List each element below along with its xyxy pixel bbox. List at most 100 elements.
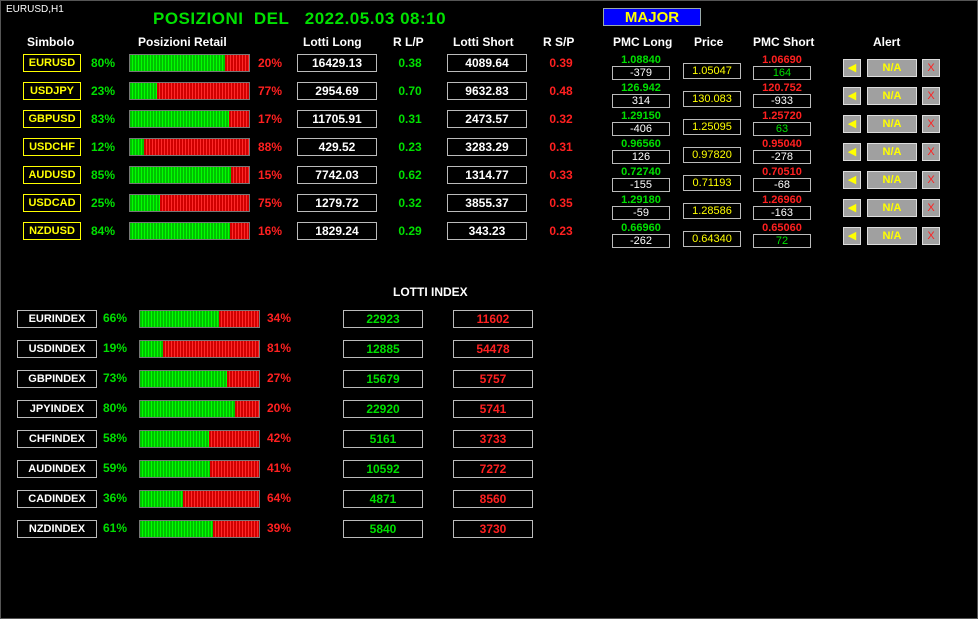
index-long-percent: 58% xyxy=(103,431,128,445)
bell-icon[interactable]: ◀ xyxy=(843,87,861,105)
close-icon[interactable]: X xyxy=(922,59,940,77)
bell-icon[interactable]: ◀ xyxy=(843,59,861,77)
r-lp-value: 0.31 xyxy=(398,112,422,126)
r-lp-value: 0.70 xyxy=(398,84,422,98)
pmc-long-value: 1.08840 xyxy=(621,54,661,66)
close-icon[interactable]: X xyxy=(922,115,940,133)
index-button[interactable]: CHFINDEX xyxy=(17,430,97,448)
r-sp-value: 0.35 xyxy=(549,196,573,210)
index-long-percent: 73% xyxy=(103,371,128,385)
long-percent: 25% xyxy=(91,196,116,210)
pmc-long-value: 0.66960 xyxy=(621,222,661,234)
index-lots-short: 54478 xyxy=(453,340,533,358)
pmc-long-diff: -379 xyxy=(612,66,670,80)
long-bar-fill xyxy=(130,111,229,127)
bell-icon[interactable]: ◀ xyxy=(843,199,861,217)
pmc-short-diff: -933 xyxy=(753,94,811,108)
close-icon[interactable]: X xyxy=(922,87,940,105)
pmc-long-diff: -155 xyxy=(612,178,670,192)
index-button[interactable]: EURINDEX xyxy=(17,310,97,328)
price-value: 130.083 xyxy=(683,91,741,107)
bell-icon[interactable]: ◀ xyxy=(843,171,861,189)
alert-value-button[interactable]: N/A xyxy=(867,227,917,245)
long-bar-fill xyxy=(130,139,145,155)
short-bar-fill xyxy=(210,461,259,477)
close-icon[interactable]: X xyxy=(922,171,940,189)
index-short-percent: 64% xyxy=(267,491,292,505)
bell-icon[interactable]: ◀ xyxy=(843,227,861,245)
index-button[interactable]: JPYINDEX xyxy=(17,400,97,418)
header-alert: Alert xyxy=(873,35,901,49)
index-position-bar xyxy=(139,370,260,388)
index-button[interactable]: CADINDEX xyxy=(17,490,97,508)
index-long-percent: 66% xyxy=(103,311,128,325)
index-short-percent: 42% xyxy=(267,431,292,445)
pmc-long-value: 126.942 xyxy=(621,82,661,94)
index-lots-short: 3733 xyxy=(453,430,533,448)
short-percent: 77% xyxy=(258,84,283,98)
close-icon[interactable]: X xyxy=(922,199,940,217)
pmc-short-diff: 63 xyxy=(753,122,811,136)
alert-value-button[interactable]: N/A xyxy=(867,59,917,77)
index-position-bar xyxy=(139,400,260,418)
symbol-button[interactable]: USDCHF xyxy=(23,138,81,156)
alert-value-button[interactable]: N/A xyxy=(867,115,917,133)
short-bar-fill xyxy=(162,341,259,357)
close-icon[interactable]: X xyxy=(922,143,940,161)
short-percent: 17% xyxy=(258,112,283,126)
alert-value-button[interactable]: N/A xyxy=(867,143,917,161)
pmc-short-value: 0.95040 xyxy=(762,138,802,150)
alert-value-button[interactable]: N/A xyxy=(867,199,917,217)
index-button[interactable]: AUDINDEX xyxy=(17,460,97,478)
pmc-short-value: 120.752 xyxy=(762,82,802,94)
index-lots-short: 3730 xyxy=(453,520,533,538)
index-button[interactable]: GBPINDEX xyxy=(17,370,97,388)
index-lots-long: 22920 xyxy=(343,400,423,418)
retail-position-bar xyxy=(129,166,250,184)
index-button[interactable]: USDINDEX xyxy=(17,340,97,358)
index-button[interactable]: NZDINDEX xyxy=(17,520,97,538)
short-bar-fill xyxy=(231,167,249,183)
symbol-button[interactable]: GBPUSD xyxy=(23,110,81,128)
lots-long-value: 429.52 xyxy=(297,138,377,156)
long-percent: 80% xyxy=(91,56,116,70)
short-bar-fill xyxy=(159,195,249,211)
symbol-button[interactable]: EURUSD xyxy=(23,54,81,72)
index-position-bar xyxy=(139,340,260,358)
pmc-long-value: 1.29150 xyxy=(621,110,661,122)
r-lp-value: 0.32 xyxy=(398,196,422,210)
index-lots-long: 5161 xyxy=(343,430,423,448)
retail-position-bar xyxy=(129,194,250,212)
pmc-long-value: 1.29180 xyxy=(621,194,661,206)
index-short-percent: 39% xyxy=(267,521,292,535)
long-bar-fill xyxy=(140,521,213,537)
r-sp-value: 0.33 xyxy=(549,168,573,182)
index-short-percent: 41% xyxy=(267,461,292,475)
lots-long-value: 1829.24 xyxy=(297,222,377,240)
long-percent: 23% xyxy=(91,84,116,98)
bell-icon[interactable]: ◀ xyxy=(843,143,861,161)
pmc-short-diff: -68 xyxy=(753,178,811,192)
r-lp-value: 0.38 xyxy=(398,56,422,70)
bell-icon[interactable]: ◀ xyxy=(843,115,861,133)
close-icon[interactable]: X xyxy=(922,227,940,245)
index-lots-long: 12885 xyxy=(343,340,423,358)
index-section-title: LOTTI INDEX xyxy=(393,285,468,299)
window-title: EURUSD,H1 xyxy=(6,4,64,15)
symbol-button[interactable]: NZDUSD xyxy=(23,222,81,240)
alert-value-button[interactable]: N/A xyxy=(867,171,917,189)
alert-value-button[interactable]: N/A xyxy=(867,87,917,105)
major-button[interactable]: MAJOR xyxy=(603,8,701,26)
price-value: 1.25095 xyxy=(683,119,741,135)
symbol-button[interactable]: USDJPY xyxy=(23,82,81,100)
short-percent: 20% xyxy=(258,56,283,70)
index-short-percent: 34% xyxy=(267,311,292,325)
long-bar-fill xyxy=(140,461,211,477)
symbol-button[interactable]: USDCAD xyxy=(23,194,81,212)
retail-position-bar xyxy=(129,138,250,156)
index-lots-long: 5840 xyxy=(343,520,423,538)
retail-position-bar xyxy=(129,222,250,240)
symbol-button[interactable]: AUDUSD xyxy=(23,166,81,184)
long-percent: 84% xyxy=(91,224,116,238)
index-long-percent: 19% xyxy=(103,341,128,355)
